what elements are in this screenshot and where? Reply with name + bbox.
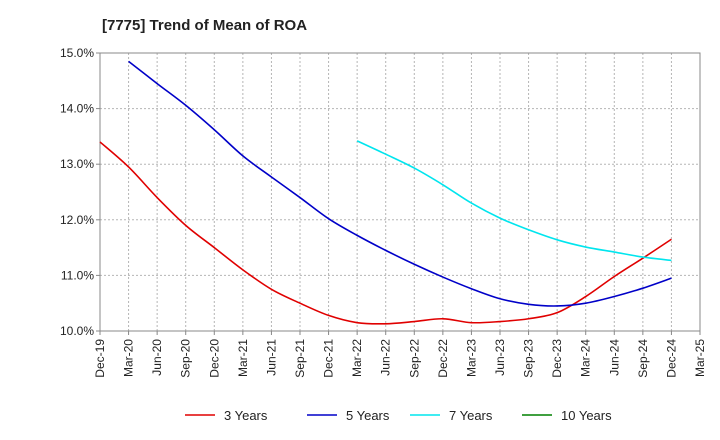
x-tick-label: Sep-22 <box>407 339 421 378</box>
legend-label-10-years: 10 Years <box>561 408 612 423</box>
x-tick-label: Dec-19 <box>93 339 107 378</box>
x-tick-label: Mar-25 <box>693 339 707 377</box>
x-tick-label: Jun-24 <box>607 339 621 376</box>
x-tick-label: Sep-20 <box>179 339 193 378</box>
axis-layer: 10.0% 11.0% 12.0% 13.0% 14.0% 15.0% Dec-19 Mar-… <box>60 46 707 378</box>
x-tick-label: Sep-21 <box>293 339 307 378</box>
legend-label-3-years: 3 Years <box>224 408 268 423</box>
legend-label-7-years: 7 Years <box>449 408 493 423</box>
x-tick-label: Mar-24 <box>579 339 593 377</box>
x-tick-label: Dec-23 <box>550 339 564 378</box>
x-tick-label: Dec-22 <box>436 339 450 378</box>
legend: 3 Years 5 Years 7 Years 10 Years <box>185 408 612 423</box>
x-tick-label: Dec-21 <box>322 339 336 378</box>
y-tick-label: 14.0% <box>60 102 94 116</box>
x-tick-label: Sep-23 <box>522 339 536 378</box>
series-line-3-years <box>99 141 672 325</box>
x-tick-label: Mar-20 <box>122 339 136 377</box>
x-tick-label: Mar-21 <box>236 339 250 377</box>
x-tick-label: Jun-23 <box>493 339 507 376</box>
grid-layer <box>100 53 700 331</box>
x-tick-label: Sep-24 <box>636 339 650 378</box>
series-line-7-years <box>356 140 672 262</box>
y-tick-label: 13.0% <box>60 157 94 171</box>
series-line-5-years <box>128 60 672 307</box>
y-tick-label: 11.0% <box>61 268 94 282</box>
y-tick-label: 15.0% <box>60 46 94 60</box>
x-tick-label: Mar-23 <box>464 339 478 377</box>
x-tick-label: Dec-20 <box>207 339 221 378</box>
y-tick-label: 10.0% <box>60 324 94 338</box>
y-tick-label: 12.0% <box>60 213 94 227</box>
x-tick-label: Jun-22 <box>379 339 393 376</box>
series-layer <box>99 60 672 325</box>
chart-title: [7775] Trend of Mean of ROA <box>102 17 307 34</box>
plot-frame <box>99 52 701 332</box>
x-tick-label: Jun-20 <box>150 339 164 376</box>
x-tick-label: Dec-24 <box>664 339 678 378</box>
x-tick-label: Mar-22 <box>350 339 364 377</box>
legend-label-5-years: 5 Years <box>346 408 390 423</box>
x-tick-label: Jun-21 <box>264 339 278 376</box>
